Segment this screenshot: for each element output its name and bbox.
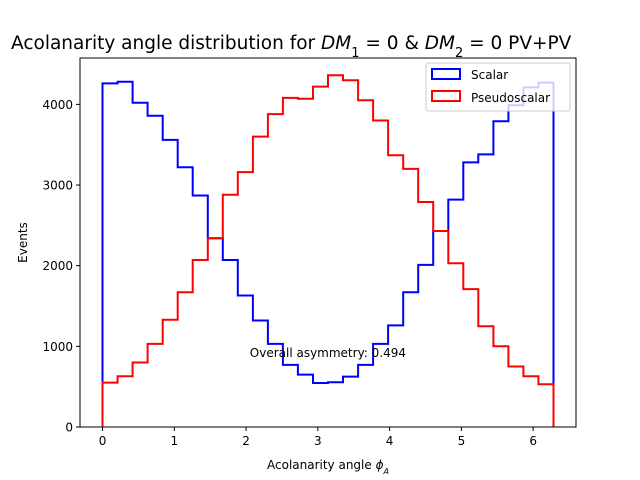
x-axis-label: Acolanarity angle ϕA <box>267 458 389 476</box>
legend-label-scalar: Scalar <box>471 68 508 82</box>
axes-background <box>80 58 576 427</box>
y-tick-label: 2000 <box>42 259 73 273</box>
x-tick-label: 6 <box>529 434 537 448</box>
y-tick-label: 1000 <box>42 340 73 354</box>
x-tick-label: 5 <box>458 434 466 448</box>
x-tick-label: 3 <box>314 434 322 448</box>
x-tick-label: 4 <box>386 434 394 448</box>
series-pseudoscalar-step <box>101 74 555 427</box>
x-tick-label: 2 <box>242 434 250 448</box>
y-tick-label: 3000 <box>42 179 73 193</box>
legend-label-pseudoscalar: Pseudoscalar <box>471 91 550 105</box>
y-tick-label: 0 <box>65 421 73 435</box>
asymmetry-annotation: Overall asymmetry: 0.494 <box>250 346 406 360</box>
x-tick-label: 0 <box>99 434 107 448</box>
legend-frame <box>425 62 571 112</box>
axes-frame <box>79 57 577 428</box>
legend: Scalar Pseudoscalar <box>425 62 571 112</box>
legend-swatch-scalar <box>431 68 461 80</box>
legend-swatch-pseudoscalar <box>431 90 461 102</box>
series-group <box>101 74 555 427</box>
x-axis-ticks: 0 1 2 3 4 5 6 <box>99 427 537 448</box>
y-axis-label: Events <box>16 222 30 263</box>
y-axis-ticks: 0 1000 2000 3000 4000 <box>42 98 80 435</box>
series-scalar-step <box>101 80 555 427</box>
plot-area <box>79 57 577 428</box>
y-tick-label: 4000 <box>42 98 73 112</box>
chart-title: Acolanarity angle distribution for DM1 =… <box>11 33 572 61</box>
x-tick-label: 1 <box>170 434 178 448</box>
